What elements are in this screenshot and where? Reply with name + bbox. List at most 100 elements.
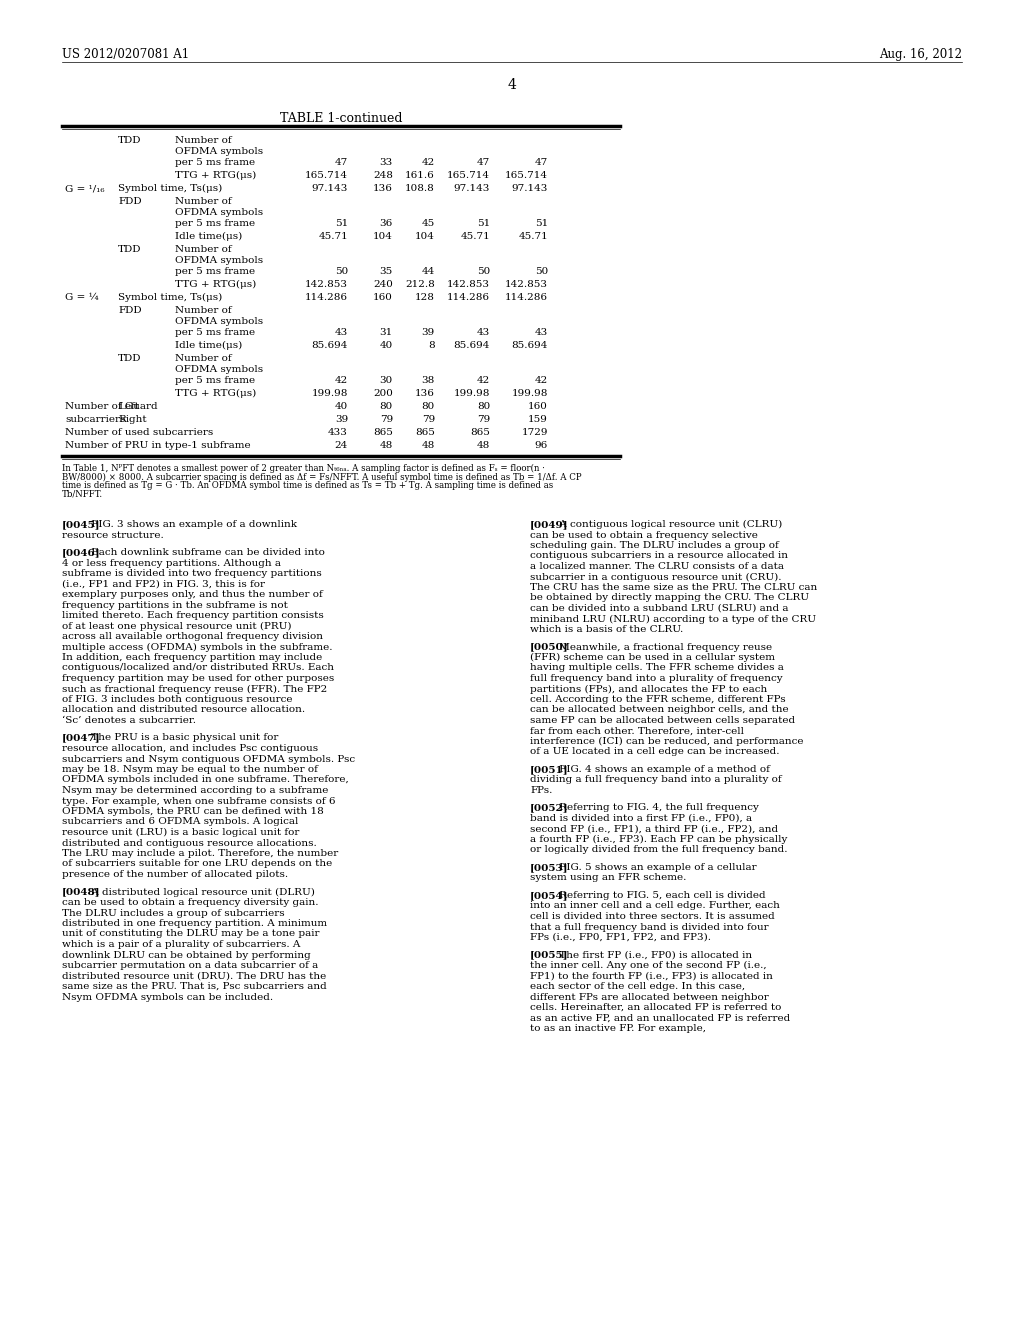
Text: 42: 42 [335, 376, 348, 385]
Text: allocation and distributed resource allocation.: allocation and distributed resource allo… [62, 705, 305, 714]
Text: 108.8: 108.8 [406, 183, 435, 193]
Text: 136: 136 [415, 389, 435, 399]
Text: [0047]: [0047] [62, 734, 100, 742]
Text: Each downlink subframe can be divided into: Each downlink subframe can be divided in… [88, 548, 325, 557]
Text: Number of PRU in type-1 subframe: Number of PRU in type-1 subframe [65, 441, 251, 450]
Text: 165.714: 165.714 [447, 172, 490, 180]
Text: TTG + RTG(μs): TTG + RTG(μs) [175, 280, 256, 289]
Text: 142.853: 142.853 [305, 280, 348, 289]
Text: far from each other. Therefore, inter-cell: far from each other. Therefore, inter-ce… [530, 726, 744, 735]
Text: 165.714: 165.714 [505, 172, 548, 180]
Text: Tb/NFFT.: Tb/NFFT. [62, 490, 103, 499]
Text: Symbol time, Ts(μs): Symbol time, Ts(μs) [118, 183, 222, 193]
Text: 142.853: 142.853 [505, 280, 548, 289]
Text: FIG. 5 shows an example of a cellular: FIG. 5 shows an example of a cellular [556, 863, 757, 873]
Text: OFDMA symbols included in one subframe. Therefore,: OFDMA symbols included in one subframe. … [62, 776, 349, 784]
Text: TDD: TDD [118, 246, 141, 253]
Text: per 5 ms frame: per 5 ms frame [175, 219, 255, 228]
Text: 33: 33 [380, 158, 393, 168]
Text: [0050]: [0050] [530, 643, 568, 652]
Text: 45.71: 45.71 [318, 232, 348, 242]
Text: [0046]: [0046] [62, 548, 100, 557]
Text: [0049]: [0049] [530, 520, 568, 529]
Text: 4 or less frequency partitions. Although a: 4 or less frequency partitions. Although… [62, 558, 281, 568]
Text: 39: 39 [335, 414, 348, 424]
Text: In addition, each frequency partition may include: In addition, each frequency partition ma… [62, 653, 323, 663]
Text: 240: 240 [373, 280, 393, 289]
Text: Number of: Number of [175, 306, 231, 315]
Text: can be allocated between neighbor cells, and the: can be allocated between neighbor cells,… [530, 705, 788, 714]
Text: 199.98: 199.98 [311, 389, 348, 399]
Text: interference (ICI) can be reduced, and performance: interference (ICI) can be reduced, and p… [530, 737, 804, 746]
Text: 50: 50 [335, 267, 348, 276]
Text: 79: 79 [477, 414, 490, 424]
Text: 199.98: 199.98 [454, 389, 490, 399]
Text: 43: 43 [477, 327, 490, 337]
Text: Number of: Number of [175, 246, 231, 253]
Text: BW/8000) × 8000. A subcarrier spacing is defined as Δf = Fs/NFFT. A useful symbo: BW/8000) × 8000. A subcarrier spacing is… [62, 473, 582, 482]
Text: be obtained by directly mapping the CRU. The CLRU: be obtained by directly mapping the CRU.… [530, 594, 809, 602]
Text: which is a pair of a plurality of subcarriers. A: which is a pair of a plurality of subcar… [62, 940, 300, 949]
Text: cell is divided into three sectors. It is assumed: cell is divided into three sectors. It i… [530, 912, 775, 921]
Text: per 5 ms frame: per 5 ms frame [175, 376, 255, 385]
Text: 160: 160 [373, 293, 393, 302]
Text: may be 18. Nsym may be equal to the number of: may be 18. Nsym may be equal to the numb… [62, 766, 317, 774]
Text: 104: 104 [415, 232, 435, 242]
Text: 43: 43 [535, 327, 548, 337]
Text: FPs (i.e., FP0, FP1, FP2, and FP3).: FPs (i.e., FP0, FP1, FP2, and FP3). [530, 933, 711, 942]
Text: same FP can be allocated between cells separated: same FP can be allocated between cells s… [530, 715, 795, 725]
Text: 48: 48 [380, 441, 393, 450]
Text: Nsym OFDMA symbols can be included.: Nsym OFDMA symbols can be included. [62, 993, 273, 1002]
Text: 79: 79 [380, 414, 393, 424]
Text: resource structure.: resource structure. [62, 531, 164, 540]
Text: G = ¼: G = ¼ [65, 293, 98, 302]
Text: FIG. 4 shows an example of a method of: FIG. 4 shows an example of a method of [556, 766, 770, 774]
Text: 160: 160 [528, 403, 548, 411]
Text: 47: 47 [477, 158, 490, 168]
Text: 114.286: 114.286 [305, 293, 348, 302]
Text: across all available orthogonal frequency division: across all available orthogonal frequenc… [62, 632, 323, 642]
Text: 42: 42 [477, 376, 490, 385]
Text: [0051]: [0051] [530, 766, 568, 774]
Text: subcarriers: subcarriers [65, 414, 125, 424]
Text: 80: 80 [422, 403, 435, 411]
Text: 42: 42 [535, 376, 548, 385]
Text: having multiple cells. The FFR scheme divides a: having multiple cells. The FFR scheme di… [530, 664, 784, 672]
Text: of a UE located in a cell edge can be increased.: of a UE located in a cell edge can be in… [530, 747, 779, 756]
Text: of subcarriers suitable for one LRU depends on the: of subcarriers suitable for one LRU depe… [62, 859, 332, 869]
Text: A contiguous logical resource unit (CLRU): A contiguous logical resource unit (CLRU… [556, 520, 782, 529]
Text: FP1) to the fourth FP (i.e., FP3) is allocated in: FP1) to the fourth FP (i.e., FP3) is all… [530, 972, 773, 981]
Text: FIG. 3 shows an example of a downlink: FIG. 3 shows an example of a downlink [88, 520, 297, 529]
Text: TTG + RTG(μs): TTG + RTG(μs) [175, 389, 256, 399]
Text: The PRU is a basic physical unit for: The PRU is a basic physical unit for [88, 734, 279, 742]
Text: [0048]: [0048] [62, 887, 100, 896]
Text: The LRU may include a pilot. Therefore, the number: The LRU may include a pilot. Therefore, … [62, 849, 338, 858]
Text: 1729: 1729 [521, 428, 548, 437]
Text: 45: 45 [422, 219, 435, 228]
Text: 104: 104 [373, 232, 393, 242]
Text: Number of Guard: Number of Guard [65, 403, 158, 411]
Text: 865: 865 [373, 428, 393, 437]
Text: 159: 159 [528, 414, 548, 424]
Text: 80: 80 [477, 403, 490, 411]
Text: In Table 1, NᴾFT denotes a smallest power of 2 greater than Nₜ₆ₙₐ. A sampling fa: In Table 1, NᴾFT denotes a smallest powe… [62, 465, 545, 473]
Text: subcarriers and Nsym contiguous OFDMA symbols. Psc: subcarriers and Nsym contiguous OFDMA sy… [62, 755, 355, 763]
Text: to as an inactive FP. For example,: to as an inactive FP. For example, [530, 1024, 706, 1034]
Text: frequency partition may be used for other purposes: frequency partition may be used for othe… [62, 675, 334, 682]
Text: 199.98: 199.98 [512, 389, 548, 399]
Text: [0054]: [0054] [530, 891, 568, 900]
Text: 212.8: 212.8 [406, 280, 435, 289]
Text: 79: 79 [422, 414, 435, 424]
Text: 43: 43 [335, 327, 348, 337]
Text: 51: 51 [335, 219, 348, 228]
Text: [0045]: [0045] [62, 520, 100, 529]
Text: system using an FFR scheme.: system using an FFR scheme. [530, 874, 686, 883]
Text: 161.6: 161.6 [406, 172, 435, 180]
Text: cells. Hereinafter, an allocated FP is referred to: cells. Hereinafter, an allocated FP is r… [530, 1003, 781, 1012]
Text: 85.694: 85.694 [454, 341, 490, 350]
Text: time is defined as Tg = G · Tb. An OFDMA symbol time is defined as Ts = Tb + Tg.: time is defined as Tg = G · Tb. An OFDMA… [62, 480, 553, 490]
Text: Right: Right [118, 414, 146, 424]
Text: Referring to FIG. 5, each cell is divided: Referring to FIG. 5, each cell is divide… [556, 891, 765, 900]
Text: 47: 47 [535, 158, 548, 168]
Text: Number of: Number of [175, 197, 231, 206]
